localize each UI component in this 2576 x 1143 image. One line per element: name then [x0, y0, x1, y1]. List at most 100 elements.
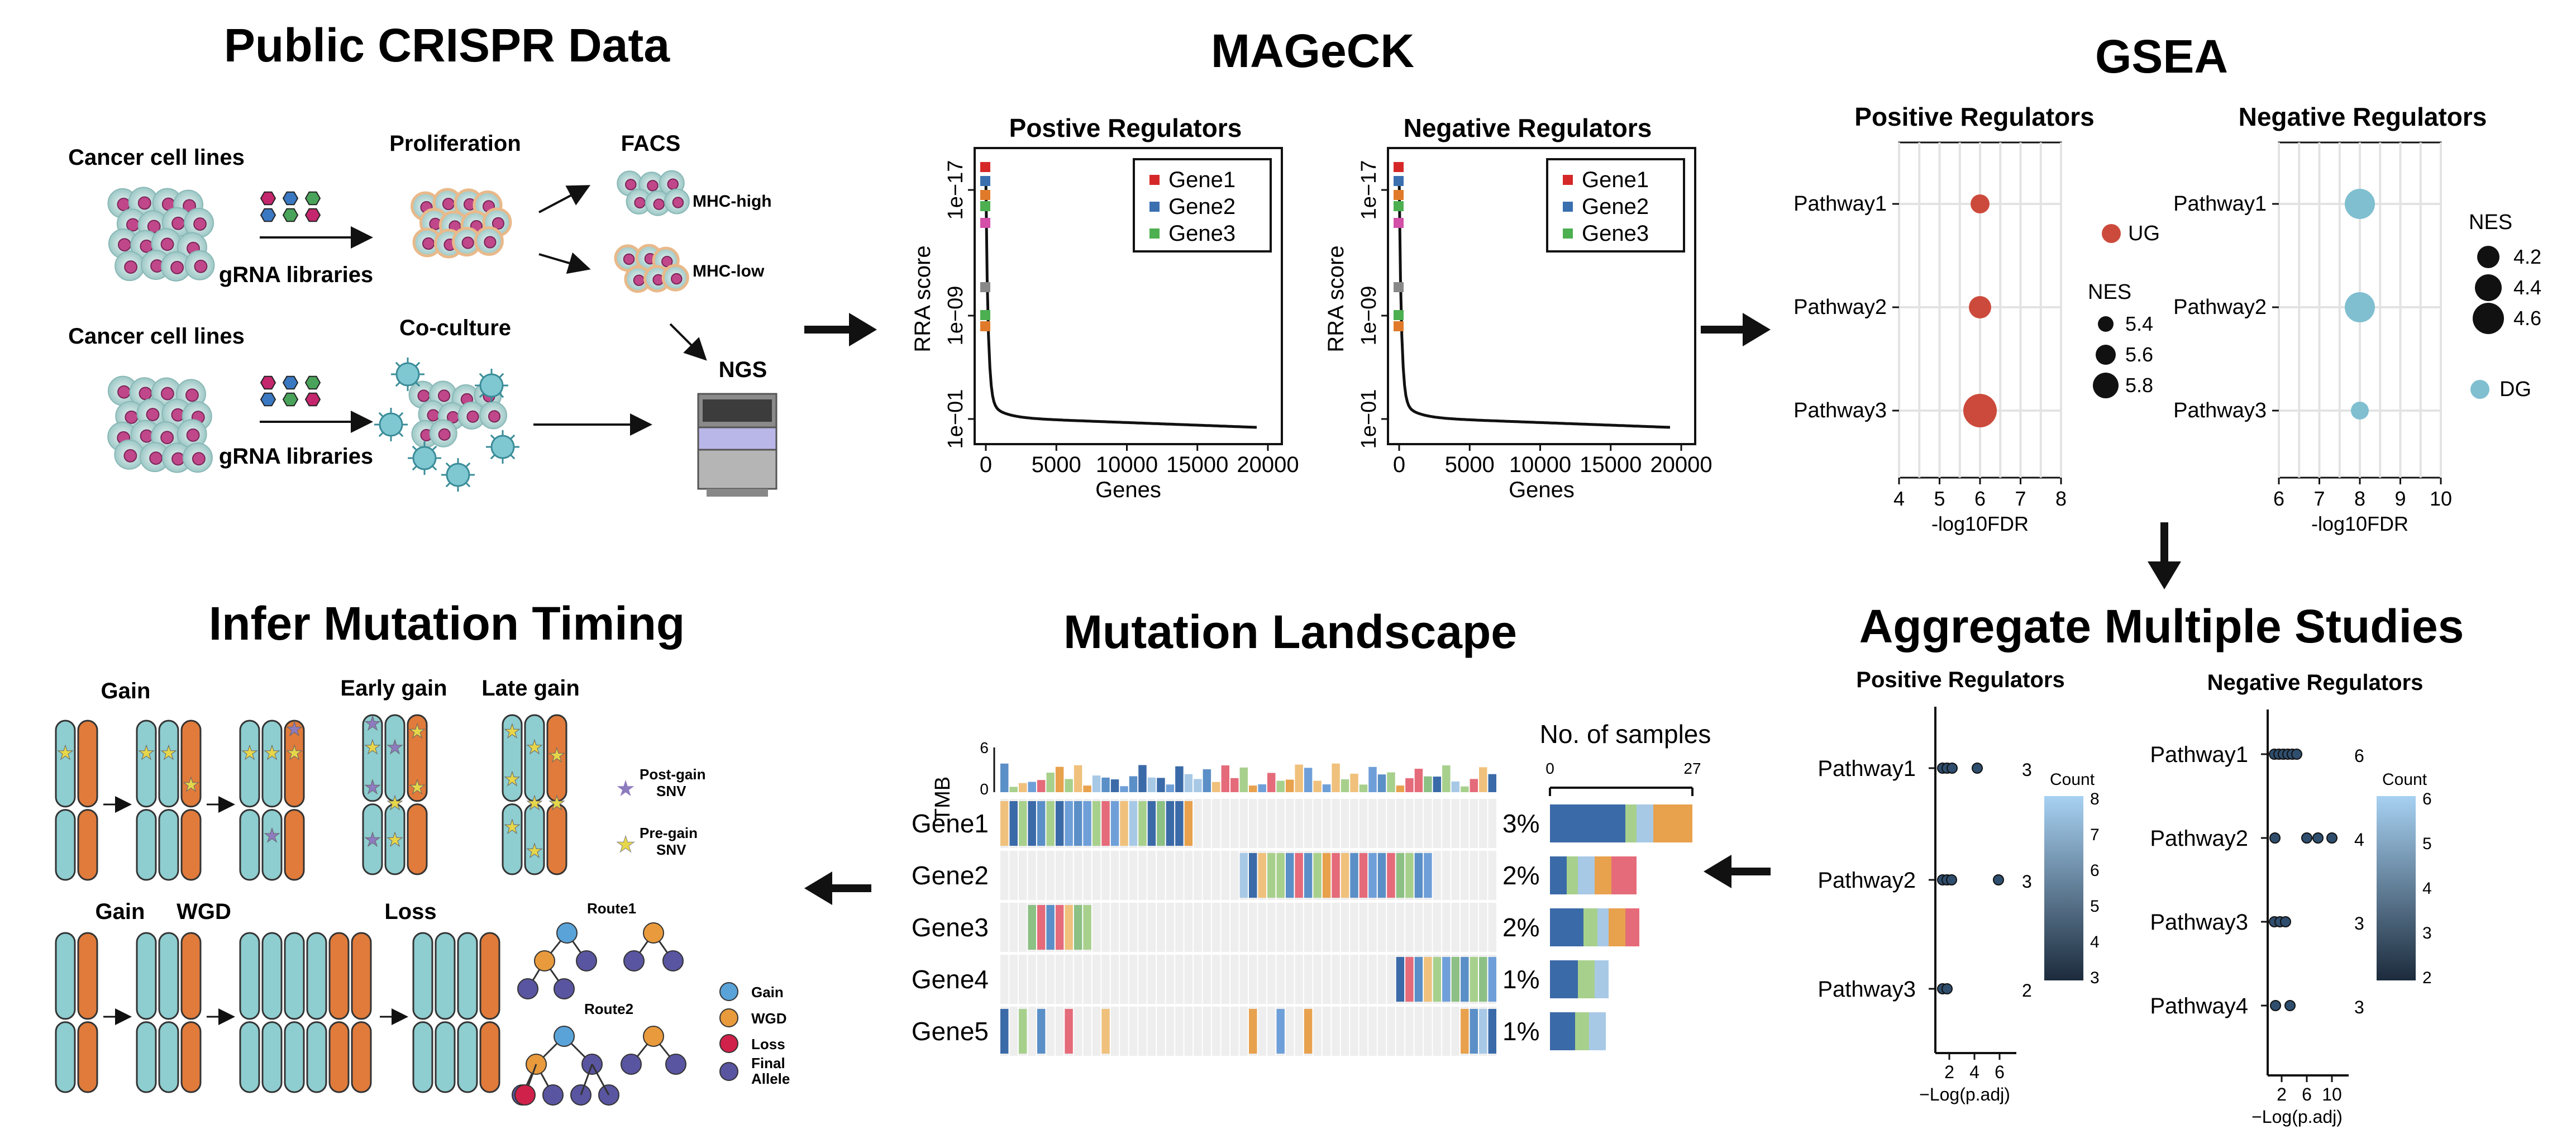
gene-mark — [980, 282, 990, 292]
count-label: 4 — [2354, 830, 2364, 850]
snv-star: ★ — [504, 769, 521, 790]
tmb-bar — [1037, 780, 1046, 792]
row2-cell-cluster — [107, 375, 213, 473]
agg-dot — [2312, 832, 2324, 844]
chromosome-arm — [55, 809, 76, 881]
oncoprint-cell-bg — [1470, 851, 1478, 900]
chromosome-arm — [261, 809, 283, 881]
oncoprint-cell-bg — [1368, 799, 1377, 848]
aggregate-panel: Positive Regulators Negative Regulators … — [1817, 668, 2431, 1127]
oncoprint-cell-bg — [1350, 1007, 1358, 1056]
gene-mark — [980, 162, 990, 172]
legend-swatch — [1149, 202, 1160, 212]
oncoprint-cell-bg — [1009, 1007, 1018, 1056]
oncoprint-cell-bg — [1332, 1007, 1340, 1056]
route-trees — [512, 922, 686, 1106]
oncoprint-cell-bg — [1488, 903, 1496, 952]
chromosomes-top: ★ ★ ★★★ ★★★★★★★★★★★★★★★★★★★★★ — [55, 713, 567, 881]
arrow-to-mhc-high — [538, 185, 591, 213]
oncoprint-cell-bg — [1120, 955, 1128, 1004]
nes-legend-value: 4.6 — [2513, 307, 2541, 330]
oncoprint-cell-bg — [1322, 1007, 1331, 1056]
gene-percent: 2% — [1502, 913, 1539, 942]
ug-legend-label: UG — [2128, 222, 2160, 245]
oncoprint-cell-bg — [1313, 1007, 1322, 1056]
arrow-to-ngs — [669, 323, 707, 361]
cell-nucleus — [192, 452, 206, 466]
tmb-bar — [1479, 767, 1487, 792]
oncoprint-cell-bg — [1138, 903, 1147, 952]
oncoprint-cell-bg — [1230, 799, 1239, 848]
oncoprint-cell-bg — [1194, 851, 1202, 900]
mutation-cell — [1276, 1009, 1285, 1054]
oncoprint-cell-bg — [1405, 799, 1414, 848]
gsea-dot — [2351, 402, 2369, 420]
nes-legend-dot — [2098, 316, 2114, 332]
mutation-cell — [1405, 957, 1414, 1002]
oncoprint-cell-bg — [1083, 1007, 1091, 1056]
snv-star: ★ — [264, 742, 280, 764]
oncoprint-cell-bg — [1101, 851, 1110, 900]
legend-wgd-dot — [719, 1008, 738, 1027]
tree-node — [576, 950, 597, 971]
snv-star: ★ — [364, 777, 381, 798]
x-tick-label: 9 — [2394, 487, 2406, 510]
legend-label: Gene1 — [1582, 168, 1649, 192]
y-tick-label: 1e−09 — [1357, 286, 1381, 346]
mutation-cell — [1046, 905, 1055, 950]
colorbar-tick: 3 — [2422, 924, 2432, 942]
nes-legend-value: 4.2 — [2513, 245, 2541, 268]
t-cell-spike — [378, 432, 384, 437]
cell-nucleus — [149, 451, 163, 465]
crispr-panel: Cancer cell lines gRNA libraries Prolife… — [68, 131, 777, 497]
oncoprint-cell-bg — [1396, 903, 1405, 952]
nes-legend-value: 5.6 — [2125, 343, 2153, 366]
mutation-cell — [1488, 957, 1496, 1002]
gain2-label: Gain — [96, 899, 145, 924]
legend-allele-label: Allele — [751, 1070, 790, 1087]
pathway-label: Pathway2 — [1793, 296, 1887, 319]
tree-node — [623, 950, 645, 971]
gsea-panel: Positive Regulators Negative Regulators … — [1793, 102, 2541, 535]
oncoprint-cell-bg — [1451, 903, 1460, 952]
chromosome-arm — [306, 1021, 327, 1093]
arrow-landscape-to-timing — [804, 871, 871, 905]
snv-star: ★ — [526, 737, 543, 758]
gsea-dot — [1963, 394, 1997, 427]
sample-bar-segment — [1653, 804, 1692, 842]
mutation-cell — [1377, 853, 1386, 898]
tmb-bar — [1157, 778, 1165, 792]
chromosome-arm — [180, 720, 202, 808]
oncoprint-cell-bg — [1249, 903, 1257, 952]
legend-final-dot — [719, 1062, 738, 1081]
oncoprint-cell-bg — [1424, 903, 1432, 952]
tmb-bar — [1110, 779, 1119, 792]
cell-nucleus — [160, 237, 174, 251]
pathway-label: Pathway2 — [2150, 826, 2248, 851]
mutation-cell — [1322, 853, 1331, 898]
oncoprint-cell-bg — [1285, 955, 1294, 1004]
cell-nucleus — [625, 179, 637, 190]
arrow-aggregate-to-landscape — [1704, 855, 1771, 888]
row2-cells-label: Cancer cell lines — [68, 324, 245, 349]
mhc-low-label: MHC-low — [693, 262, 765, 280]
oncoprint-cell-bg — [1212, 955, 1220, 1004]
count-label: 3 — [2354, 913, 2364, 934]
agg-dot — [1972, 763, 1983, 774]
x-tick-label: 2 — [1944, 1062, 1954, 1082]
cell-nucleus — [442, 197, 455, 211]
tmb-bar — [1230, 778, 1239, 792]
oncoprint-cell-bg — [1037, 851, 1046, 900]
x-tick-label: 6 — [1995, 1062, 2005, 1082]
legend-wgd-label: WGD — [751, 1010, 787, 1027]
snv-star: ★ — [364, 713, 381, 734]
chromosome-arm — [180, 932, 202, 1020]
snv-star: ★ — [504, 817, 521, 838]
snv-star: ★ — [526, 793, 543, 814]
mutation-cell — [1479, 957, 1487, 1002]
x-tick-label: 6 — [2302, 1084, 2312, 1104]
oncoprint-cell-bg — [1442, 1007, 1451, 1056]
oncoprint-cell-bg — [1295, 799, 1303, 848]
oncoprint-cell-bg — [1332, 799, 1340, 848]
